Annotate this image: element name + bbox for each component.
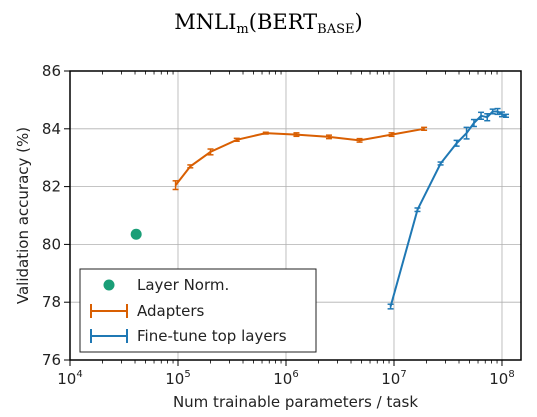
legend-label: Fine-tune top layers xyxy=(137,327,287,345)
y-tick-label: 80 xyxy=(42,235,61,253)
x-tick-label: 106 xyxy=(273,369,298,388)
x-tick-label: 108 xyxy=(489,369,514,388)
x-tick-label: 104 xyxy=(57,369,82,388)
title-main-subscript: m xyxy=(236,22,249,37)
series-line xyxy=(389,110,507,307)
series-layer xyxy=(130,107,510,310)
legend: Layer Norm. Adapters Fine-tune top layers xyxy=(79,268,317,353)
x-axis-label: Num trainable parameters / task xyxy=(173,393,418,411)
series-layer-norm xyxy=(130,228,142,240)
y-tick-label: 78 xyxy=(42,293,61,311)
plot-frame xyxy=(69,70,522,361)
y-tick-label: 86 xyxy=(42,62,61,80)
legend-label: Adapters xyxy=(137,302,205,320)
y-axis-label: Validation accuracy (%) xyxy=(14,127,32,304)
series-adapters xyxy=(172,126,428,191)
legend-marker xyxy=(103,279,115,291)
axis-ticks: 76 78 80 82 84 86 104 105 106 107 108 xyxy=(42,62,515,388)
series-fine-tune-top-layers xyxy=(387,107,510,310)
chart-title: MNLIm(BERTBASE) xyxy=(0,10,537,37)
series-line xyxy=(174,127,425,186)
title-main: MNLI xyxy=(174,10,237,34)
legend-label: Layer Norm. xyxy=(137,276,229,294)
y-tick-label: 84 xyxy=(42,120,61,138)
data-point xyxy=(130,228,142,240)
title-paren-subscript: BASE xyxy=(317,22,355,37)
x-tick-label: 107 xyxy=(381,369,406,388)
title-paren-close: ) xyxy=(354,10,363,34)
y-tick-label: 76 xyxy=(42,351,61,369)
x-tick-label: 105 xyxy=(165,369,190,388)
y-tick-label: 82 xyxy=(42,178,61,196)
title-paren-open: (BERT xyxy=(248,10,318,34)
